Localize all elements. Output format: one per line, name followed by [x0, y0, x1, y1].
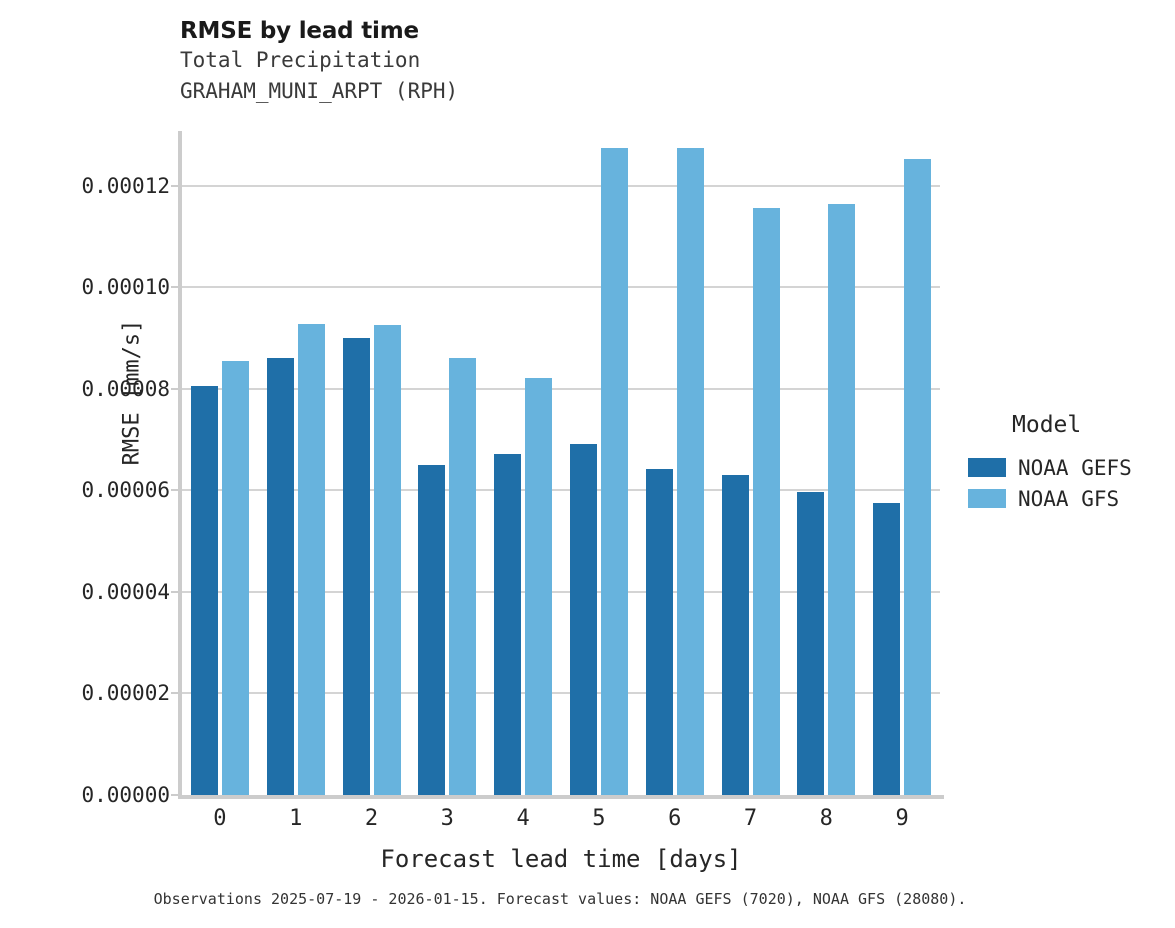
bar — [600, 147, 628, 795]
gridline — [182, 387, 940, 390]
bar — [494, 453, 522, 795]
gridline — [182, 489, 940, 492]
y-axis-tick-label: 0.00006 — [81, 478, 170, 503]
y-axis-tick-label: 0.00008 — [81, 376, 170, 401]
bar — [904, 158, 932, 795]
x-axis-spine — [178, 795, 944, 799]
y-axis-tick-label: 0.00002 — [81, 681, 170, 706]
page-title: RMSE by lead time — [180, 18, 419, 44]
y-axis-tick-label: 0.00010 — [81, 275, 170, 300]
legend-title: Model — [1012, 412, 1082, 438]
y-axis-tick — [171, 794, 179, 796]
legend-entries: NOAA GEFS NOAA GFS — [968, 452, 1168, 514]
chart-subtitle-station: GRAHAM_MUNI_ARPT (RPH) — [180, 79, 459, 103]
bar — [342, 338, 370, 795]
x-axis-tick-label: 8 — [819, 806, 833, 831]
y-axis-tick — [171, 590, 179, 593]
bar — [873, 503, 901, 795]
bar — [221, 360, 249, 795]
gridline — [182, 286, 940, 289]
bar — [645, 469, 673, 795]
chart-title-block: RMSE by lead time Total Precipitation GR… — [180, 17, 880, 107]
y-axis-tick-labels: 0.00000 0.00002 0.00004 0.00006 0.00008 0.000… — [20, 135, 170, 805]
legend-item[interactable]: NOAA GEFS — [968, 452, 1168, 483]
footer-caption: Observations 2025-07-19 - 2026-01-15. Fo… — [153, 890, 967, 908]
gridline — [182, 692, 940, 695]
bar — [418, 465, 446, 795]
y-axis-tick — [171, 184, 179, 187]
y-axis-tick — [171, 692, 179, 695]
chart-subtitle-variable: Total Precipitation — [180, 48, 421, 72]
legend: Model NOAA GEFS NOAA GFS — [968, 412, 1168, 514]
bar — [797, 491, 825, 795]
legend-item-label: NOAA GEFS — [1018, 455, 1132, 480]
legend-swatch-icon — [968, 458, 1006, 477]
bar — [752, 208, 780, 795]
bar — [525, 378, 553, 795]
bar — [297, 323, 325, 795]
bar — [373, 325, 401, 795]
x-axis-tick-label: 9 — [895, 806, 909, 831]
legend-item[interactable]: NOAA GFS — [968, 483, 1168, 514]
bar — [266, 358, 294, 795]
x-axis-tick-label: 2 — [364, 806, 379, 831]
y-axis-tick-label: 0.00004 — [81, 579, 170, 604]
y-axis-tick — [171, 286, 179, 289]
y-axis-tick — [171, 387, 179, 390]
bar — [449, 358, 477, 795]
plot-area — [171, 131, 944, 799]
x-axis-tick-label: 0 — [213, 806, 227, 831]
y-axis-tick — [171, 489, 179, 492]
x-axis-tick-label: 4 — [516, 806, 530, 831]
plot-inner — [182, 135, 940, 795]
y-axis-spine — [178, 131, 182, 799]
x-axis-tick-label: 5 — [592, 806, 606, 831]
y-axis-tick-label: 0.00000 — [81, 783, 170, 807]
bar — [828, 204, 856, 795]
legend-swatch-icon — [968, 489, 1006, 508]
bar — [190, 386, 218, 795]
x-axis-tick-label: 1 — [289, 806, 303, 831]
gridline — [182, 184, 940, 187]
legend-item-label: NOAA GFS — [1018, 486, 1120, 511]
bar — [569, 443, 597, 795]
x-axis-tick-label: 3 — [440, 806, 454, 831]
bar — [721, 474, 749, 795]
x-axis-tick-labels: 0 1 2 3 4 5 6 7 8 9 — [182, 806, 940, 836]
gridline — [182, 590, 940, 593]
y-axis-tick-label: 0.00012 — [81, 173, 170, 198]
x-axis-title: Forecast lead time [days] — [380, 845, 742, 873]
x-axis-tick-label: 6 — [668, 806, 682, 831]
x-axis-tick-label: 7 — [743, 806, 758, 831]
bar — [676, 147, 704, 795]
